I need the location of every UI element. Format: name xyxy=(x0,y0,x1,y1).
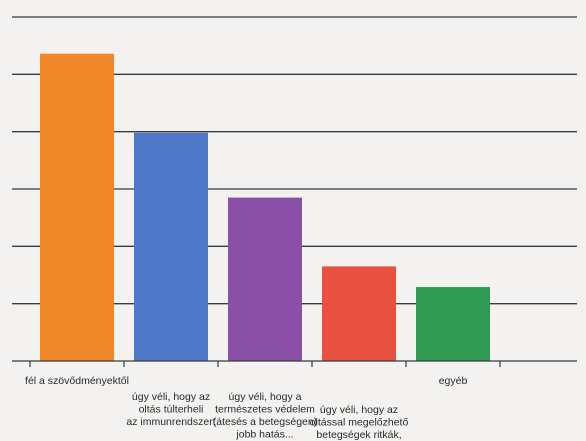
x-tick-label: úgy véli, hogy az oltással megelőzhető bet… xyxy=(310,404,409,441)
bar-2 xyxy=(134,132,208,361)
x-tick-label: úgy véli, hogy a természetes védelem (átes… xyxy=(213,391,318,441)
chart-bars xyxy=(40,53,490,362)
x-tick-label-line: (átesés a betegségen) xyxy=(213,416,318,428)
bar-4 xyxy=(322,266,396,361)
x-tick-label-line: egyéb xyxy=(439,375,468,387)
x-tick-label-line: betegségek ritkák, xyxy=(316,429,401,441)
x-tick-label-line: oltás túlterheli xyxy=(139,404,204,416)
x-tick-label-line: természetes védelem xyxy=(215,404,315,416)
x-tick-label-line: úgy véli, hogy az xyxy=(132,391,210,403)
x-tick-label-line: oltással megelőzhető xyxy=(310,417,409,429)
bar-1 xyxy=(40,53,114,362)
x-tick-label-line: az immunrendszert xyxy=(126,416,215,428)
x-axis xyxy=(12,360,577,367)
x-tick-label-line: úgy véli, hogy az xyxy=(320,404,398,416)
x-tick-label-line: úgy véli, hogy a xyxy=(229,391,302,403)
x-tick-label-line: fél a szövődményektől xyxy=(25,375,129,387)
x-tick-label: egyéb xyxy=(439,375,468,387)
x-tick-label: fél a szövődményektől xyxy=(25,375,129,387)
x-tick-label: úgy véli, hogy az oltás túlterheli az immu… xyxy=(126,391,215,428)
x-tick-label-line: jobb hatás... xyxy=(235,429,293,441)
bar-3 xyxy=(228,197,302,361)
bar-5 xyxy=(416,287,490,361)
